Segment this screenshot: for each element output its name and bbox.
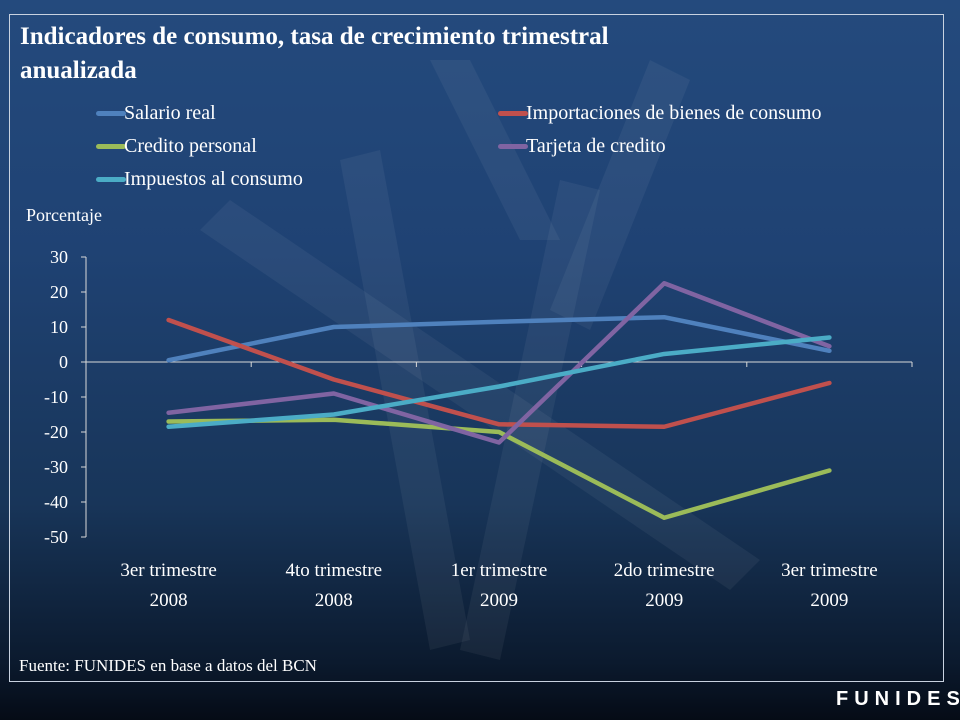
- y-tick-label: -20: [44, 422, 68, 442]
- y-tick-label: 0: [59, 352, 68, 372]
- x-tick-label-year: 2008: [150, 590, 188, 611]
- y-tick-label: -40: [44, 492, 68, 512]
- x-tick-label-year: 2009: [810, 590, 848, 611]
- legend-swatch: [498, 111, 528, 116]
- y-axis-label: Porcentaje: [26, 205, 102, 225]
- x-tick-label-year: 2008: [315, 590, 353, 611]
- x-tick-label: 1er trimestre: [451, 560, 548, 581]
- legend-swatch: [96, 177, 126, 182]
- x-tick-label-year: 2009: [480, 590, 518, 611]
- legend-label: Credito personal: [124, 135, 257, 157]
- series-line-salario-real: [166, 314, 832, 363]
- source-note: Fuente: FUNIDES en base a datos del BCN: [19, 656, 317, 675]
- legend-swatch: [96, 144, 126, 149]
- legend-swatch: [96, 111, 126, 116]
- y-tick-label: 10: [50, 317, 68, 337]
- y-tick-label: -30: [44, 457, 68, 477]
- series-line-importaciones-de-bienes-de-consumo: [166, 317, 832, 429]
- legend-swatch: [498, 144, 528, 149]
- legend-label: Tarjeta de credito: [526, 135, 666, 157]
- series-line-impuestos-al-consumo: [166, 335, 832, 429]
- x-tick-label-year: 2009: [645, 590, 683, 611]
- x-tick-label: 3er trimestre: [781, 560, 878, 581]
- legend-label: Salario real: [124, 102, 216, 124]
- series-line-credito-personal: [166, 417, 832, 520]
- legend-label: Impuestos al consumo: [124, 168, 303, 190]
- chart-title: Indicadores de consumo, tasa de crecimie…: [20, 23, 609, 84]
- y-tick-label: 20: [50, 282, 68, 302]
- funides-logo: FUNIDES: [836, 688, 960, 710]
- y-tick-label: -10: [44, 387, 68, 407]
- y-tick-label: -50: [44, 527, 68, 547]
- chart-frame: [9, 14, 944, 682]
- x-tick-label: 3er trimestre: [120, 560, 217, 581]
- series-line-tarjeta-de-credito: [166, 281, 832, 445]
- legend-label: Importaciones de bienes de consumo: [526, 102, 822, 124]
- x-tick-label: 4to trimestre: [286, 560, 383, 581]
- x-tick-label: 2do trimestre: [614, 560, 715, 581]
- y-tick-label: 30: [50, 247, 68, 267]
